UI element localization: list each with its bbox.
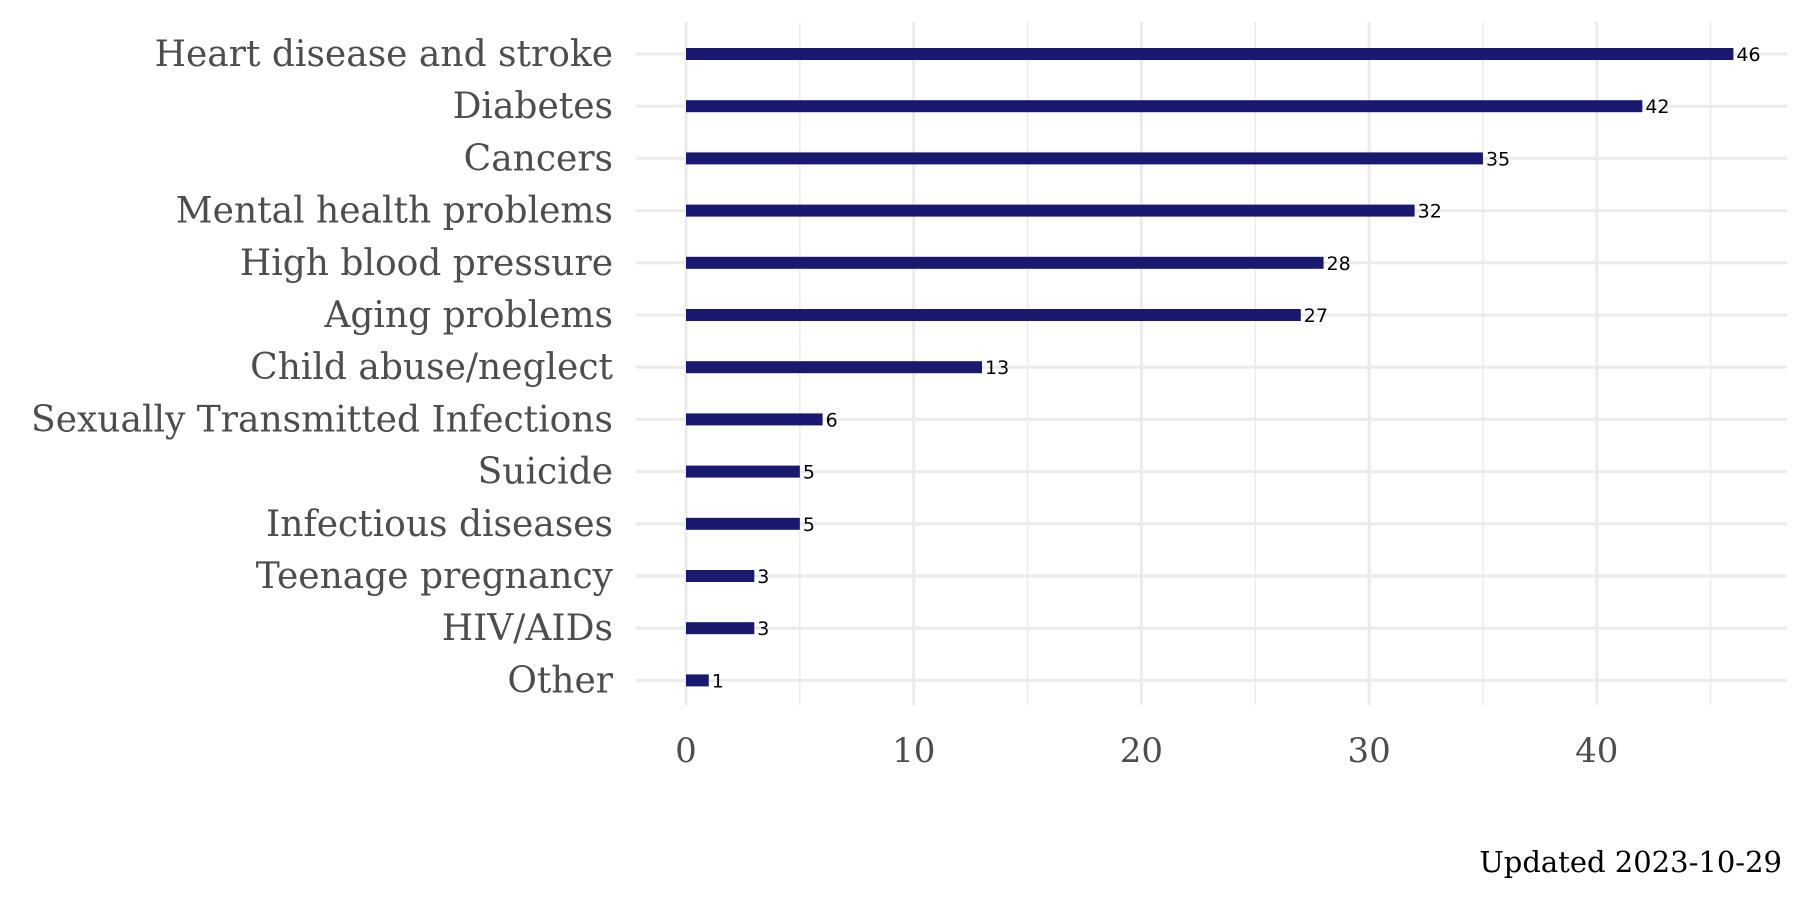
data-label: 46 (1736, 44, 1760, 66)
x-tick-label: 10 (892, 731, 935, 771)
category-label: Suicide (478, 452, 613, 493)
data-label: 42 (1645, 96, 1669, 118)
category-label: Diabetes (453, 86, 613, 127)
category-label: HIV/AIDs (442, 608, 613, 649)
category-label: Teenage pregnancy (256, 556, 614, 597)
data-label: 32 (1418, 201, 1442, 223)
data-label: 28 (1327, 253, 1351, 275)
data-label: 5 (803, 462, 815, 484)
bar (686, 256, 1324, 269)
category-labels: Heart disease and stroke Diabetes Cancers M… (31, 34, 614, 701)
chart-caption: Updated 2023-10-29 (1479, 845, 1782, 879)
bar (686, 674, 709, 687)
bar (686, 152, 1483, 165)
bar (686, 361, 983, 374)
category-label: Aging problems (323, 295, 613, 336)
data-label: 3 (757, 566, 769, 588)
bar (686, 100, 1643, 113)
bar (686, 413, 823, 426)
bar-layer (686, 48, 1734, 687)
category-label: Cancers (464, 138, 613, 179)
category-label: High blood pressure (240, 243, 613, 284)
data-label: 6 (826, 409, 838, 431)
category-label: Infectious diseases (266, 504, 613, 545)
bar (686, 517, 800, 530)
bar (686, 465, 800, 478)
bar (686, 48, 1734, 60)
bar (686, 309, 1301, 321)
data-label: 35 (1486, 148, 1510, 170)
data-label: 13 (985, 357, 1009, 379)
data-label: 27 (1304, 305, 1328, 327)
category-label: Child abuse/neglect (250, 347, 613, 388)
category-label: Heart disease and stroke (155, 34, 613, 75)
x-tick-label: 40 (1575, 731, 1618, 771)
x-tick-label: 30 (1347, 731, 1390, 771)
x-axis-tick-labels: 0 10 20 30 40 (675, 731, 1618, 771)
category-label: Sexually Transmitted Infections (31, 399, 613, 440)
bar (686, 622, 755, 635)
x-tick-label: 0 (675, 731, 697, 771)
bar (686, 204, 1415, 217)
category-label: Other (507, 660, 613, 701)
data-labels: 46 42 35 32 28 27 13 6 5 5 3 3 1 (712, 44, 1761, 692)
data-label: 3 (757, 618, 769, 640)
bar (686, 570, 755, 582)
data-label: 5 (803, 514, 815, 536)
category-label: Mental health problems (176, 191, 613, 232)
data-label: 1 (712, 670, 724, 692)
x-tick-label: 20 (1120, 731, 1163, 771)
